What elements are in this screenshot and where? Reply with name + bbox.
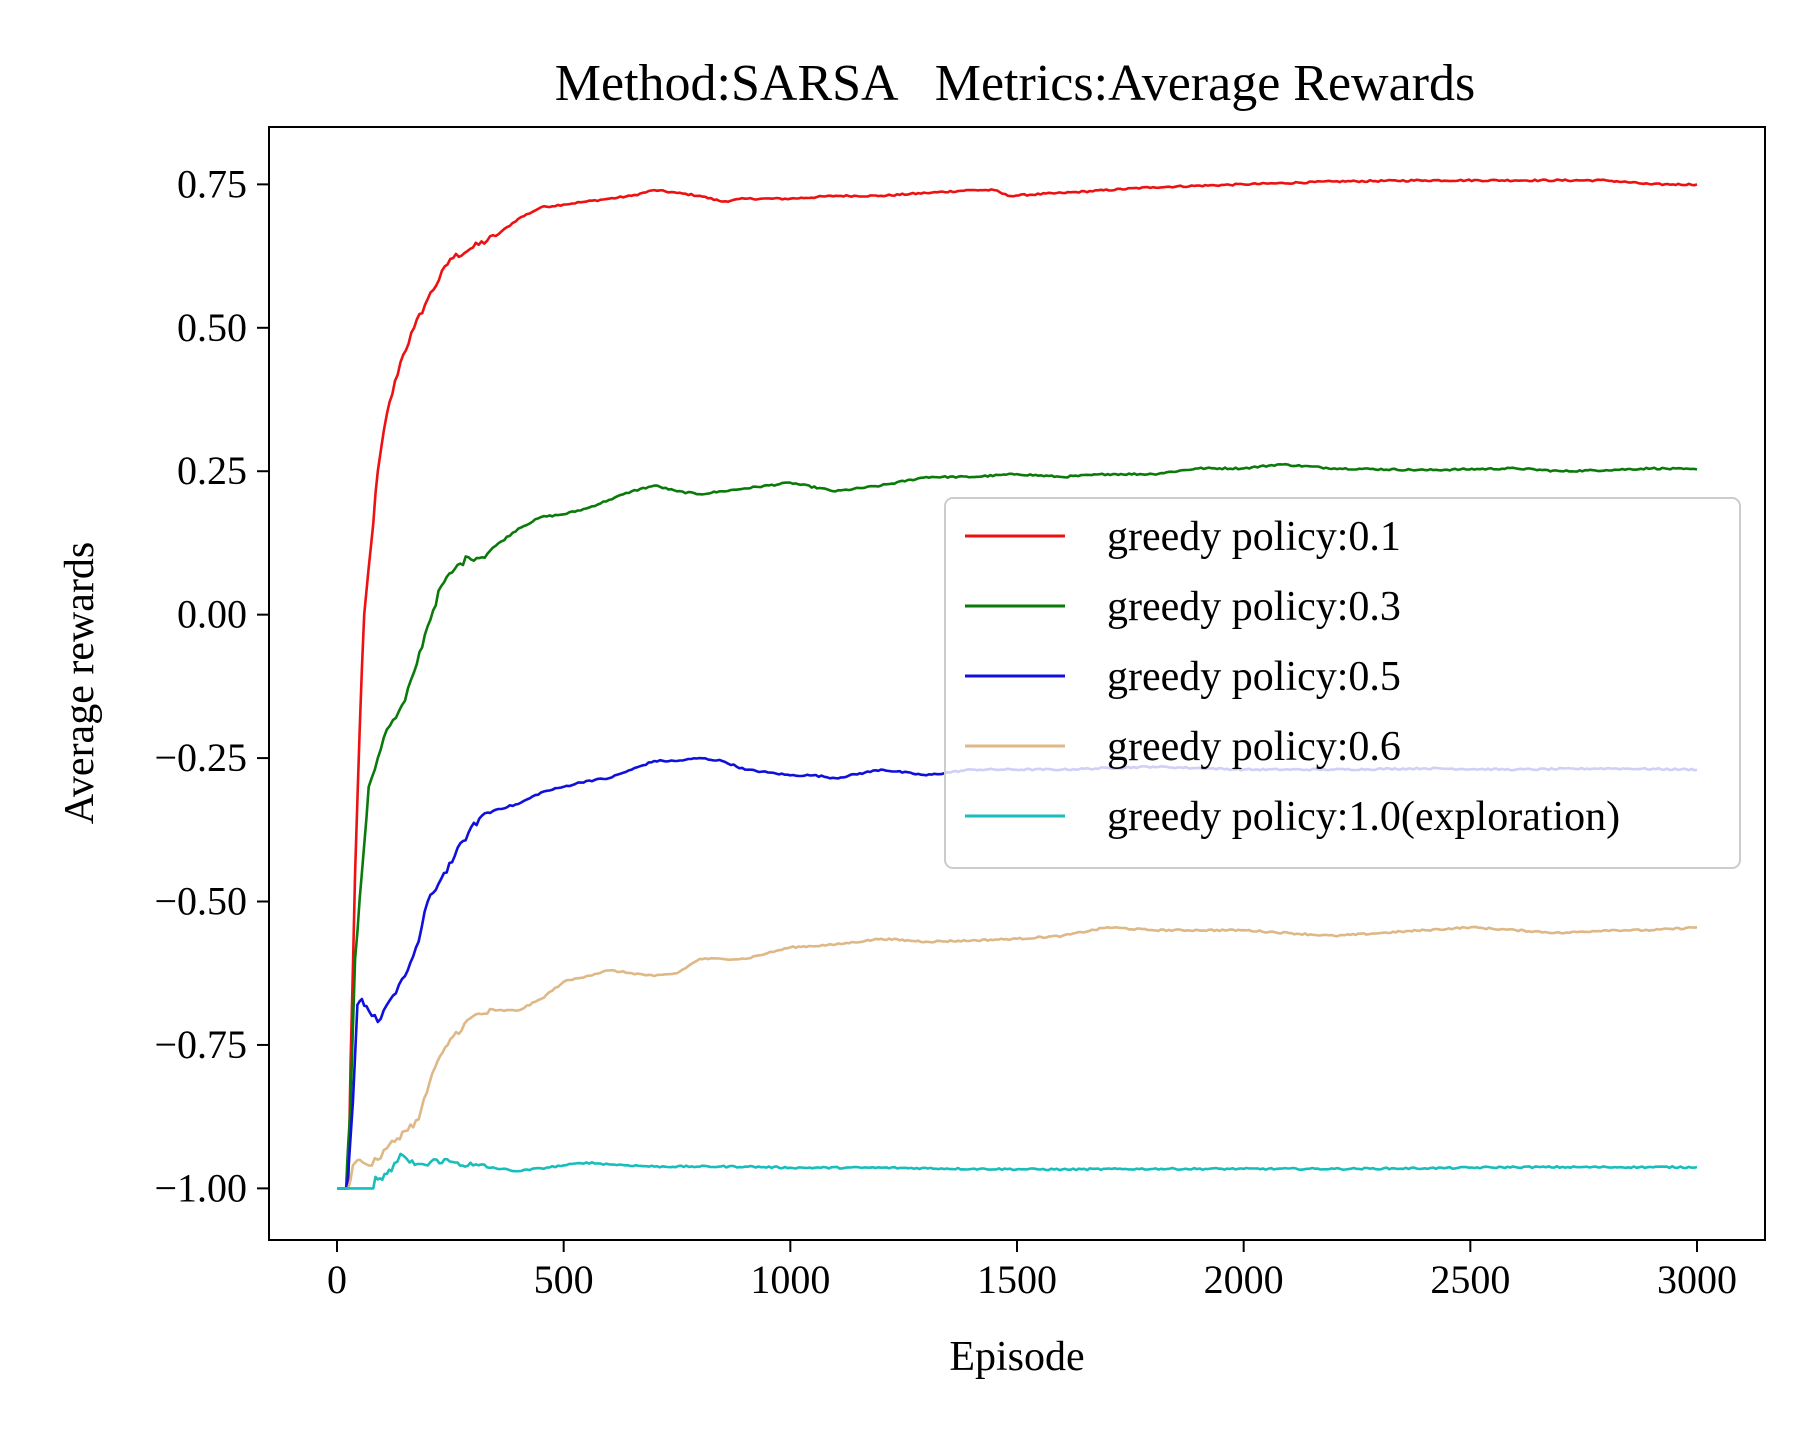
x-tick-label: 0 [327, 1257, 347, 1302]
y-tick-label: 0.25 [177, 448, 247, 493]
x-tick-label: 2500 [1430, 1257, 1510, 1302]
y-tick-label: 0.00 [177, 592, 247, 637]
x-tick-label: 2000 [1204, 1257, 1284, 1302]
x-tick-label: 3000 [1657, 1257, 1737, 1302]
y-tick-label: −1.00 [154, 1165, 247, 1210]
y-axis: 0.75 0.50 0.25 0.00 −0.25 −0.50 −0.75 −1.00 [154, 161, 269, 1210]
x-axis-label: Episode [949, 1334, 1084, 1380]
y-tick-label: −0.50 [154, 879, 247, 924]
y-tick-label: −0.25 [154, 735, 247, 780]
chart-title: Method:SARSA Metrics:Average Rewards [555, 55, 1475, 112]
legend-label: greedy policy:1.0(exploration) [1107, 794, 1620, 840]
y-tick-label: 0.50 [177, 305, 247, 350]
x-tick-label: 500 [534, 1257, 594, 1302]
legend-items: greedy policy:0.1 greedy policy:0.3 greedy… [965, 514, 1620, 840]
series-line-2 [337, 462, 1698, 1190]
series-line-4 [337, 925, 1698, 1190]
legend: greedy policy:0.1 greedy policy:0.3 greedy… [944, 497, 1741, 869]
x-axis: 0 500 1000 1500 2000 2500 3000 [327, 1240, 1737, 1302]
y-tick-label: 0.75 [177, 161, 247, 206]
legend-label: greedy policy:0.3 [1107, 584, 1401, 630]
x-tick-label: 1000 [750, 1257, 830, 1302]
series-line-1 [337, 178, 1698, 1190]
legend-box [944, 497, 1741, 869]
legend-label: greedy policy:0.1 [1107, 514, 1401, 560]
y-axis-label: Average rewards [57, 542, 103, 825]
series-line-5 [337, 1152, 1698, 1190]
y-tick-label: −0.75 [154, 1022, 247, 1067]
x-tick-label: 1500 [977, 1257, 1057, 1302]
legend-label: greedy policy:0.5 [1107, 654, 1401, 700]
legend-label: greedy policy:0.6 [1107, 724, 1401, 770]
